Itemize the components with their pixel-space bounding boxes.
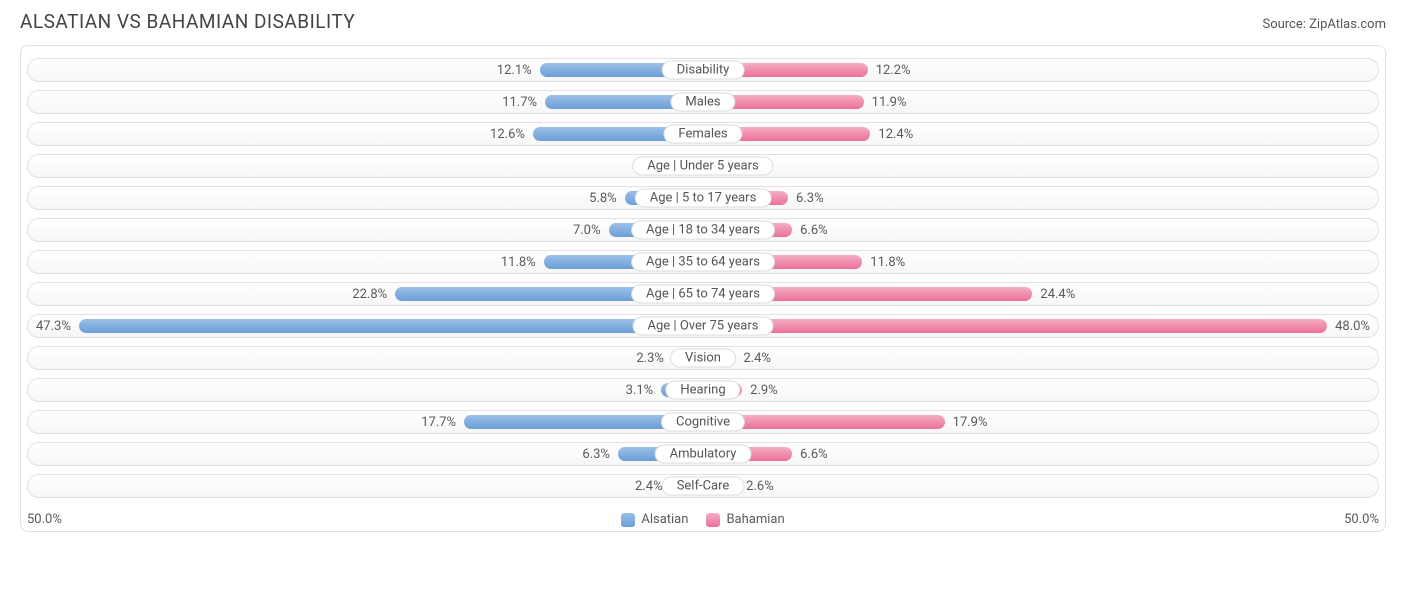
- row-right-value: 2.6%: [738, 479, 782, 494]
- row-right-half: 6.3%: [703, 187, 1378, 209]
- row-right-value: 6.6%: [792, 223, 836, 238]
- row-right-value: 2.9%: [742, 383, 786, 398]
- axis-max-right: 50.0%: [1344, 512, 1379, 527]
- row-right-half: 6.6%: [703, 219, 1378, 241]
- row-left-value: 12.1%: [489, 63, 540, 78]
- row-category-label: Disability: [662, 61, 745, 80]
- row-category-label: Age | 35 to 64 years: [631, 253, 775, 272]
- row-category-label: Age | Under 5 years: [632, 157, 773, 176]
- row-left-half: 11.7%: [28, 91, 703, 113]
- chart-row: 1.2%1.3%Age | Under 5 years: [27, 154, 1379, 178]
- row-left-half: 22.8%: [28, 283, 703, 305]
- legend-item-right: Bahamian: [706, 512, 784, 527]
- row-left-value: 11.8%: [493, 255, 544, 270]
- row-right-half: 17.9%: [703, 411, 1378, 433]
- chart-row: 47.3% 48.0% Age | Over 75 years: [27, 314, 1379, 338]
- row-category-label: Age | 5 to 17 years: [635, 189, 772, 208]
- row-category-label: Age | Over 75 years: [633, 317, 774, 336]
- row-left-bar: [79, 319, 703, 333]
- chart-row: 11.7% 11.9% Males: [27, 90, 1379, 114]
- row-left-half: 2.4%: [28, 475, 703, 497]
- row-left-value: 6.3%: [574, 447, 618, 462]
- row-right-value: 24.4%: [1032, 287, 1083, 302]
- row-right-half: 6.6%: [703, 443, 1378, 465]
- chart-row: 11.8% 11.8% Age | 35 to 64 years: [27, 250, 1379, 274]
- row-left-value: 17.7%: [413, 415, 464, 430]
- row-right-value: 48.0%: [1327, 319, 1378, 334]
- row-right-value: 2.4%: [735, 351, 779, 366]
- row-category-label: Hearing: [665, 381, 740, 400]
- axis-max-left: 50.0%: [27, 512, 62, 527]
- chart-row: 6.3% 6.6% Ambulatory: [27, 442, 1379, 466]
- row-right-value: 12.4%: [870, 127, 921, 142]
- chart-row: 5.8% 6.3% Age | 5 to 17 years: [27, 186, 1379, 210]
- row-left-half: 11.8%: [28, 251, 703, 273]
- chart-row: 7.0% 6.6% Age | 18 to 34 years: [27, 218, 1379, 242]
- row-left-half: 47.3%: [28, 315, 703, 337]
- row-category-label: Self-Care: [662, 477, 745, 496]
- chart-source: Source: ZipAtlas.com: [1262, 17, 1386, 32]
- row-left-half: 12.1%: [28, 59, 703, 81]
- row-left-half: 2.3%: [28, 347, 703, 369]
- row-right-value: 6.3%: [788, 191, 832, 206]
- row-category-label: Vision: [670, 349, 736, 368]
- chart-legend: Alsatian Bahamian: [62, 512, 1344, 527]
- row-left-value: 11.7%: [494, 95, 545, 110]
- legend-label-left: Alsatian: [641, 512, 688, 527]
- row-right-value: 12.2%: [868, 63, 919, 78]
- row-category-label: Females: [663, 125, 742, 144]
- row-left-half: 6.3%: [28, 443, 703, 465]
- row-left-half: 1.2%: [28, 155, 703, 177]
- chart-rows: 12.1% 12.2% Disability 11.7% 11.9% Males 12.6%…: [27, 58, 1379, 498]
- row-right-half: 24.4%: [703, 283, 1378, 305]
- row-left-value: 12.6%: [482, 127, 533, 142]
- row-category-label: Ambulatory: [655, 445, 752, 464]
- chart-row: 2.3% 2.4%Vision: [27, 346, 1379, 370]
- row-right-bar: [703, 319, 1327, 333]
- row-left-half: 3.1%: [28, 379, 703, 401]
- row-right-value: 11.9%: [864, 95, 915, 110]
- row-left-half: 17.7%: [28, 411, 703, 433]
- row-right-value: 17.9%: [945, 415, 996, 430]
- row-right-half: 12.2%: [703, 59, 1378, 81]
- row-left-half: 7.0%: [28, 219, 703, 241]
- row-right-half: 48.0%: [703, 315, 1378, 337]
- row-right-half: 2.9%: [703, 379, 1378, 401]
- row-right-half: 2.6%: [703, 475, 1378, 497]
- row-left-half: 12.6%: [28, 123, 703, 145]
- row-left-value: 22.8%: [344, 287, 395, 302]
- chart-row: 12.6% 12.4% Females: [27, 122, 1379, 146]
- row-category-label: Males: [670, 93, 735, 112]
- row-right-half: 1.3%: [703, 155, 1378, 177]
- row-left-value: 5.8%: [581, 191, 625, 206]
- chart-row: 3.1% 2.9%Hearing: [27, 378, 1379, 402]
- row-left-value: 7.0%: [565, 223, 609, 238]
- row-right-half: 11.9%: [703, 91, 1378, 113]
- row-left-value: 47.3%: [28, 319, 79, 334]
- chart-row: 2.4% 2.6%Self-Care: [27, 474, 1379, 498]
- row-right-value: 6.6%: [792, 447, 836, 462]
- chart-title: ALSATIAN VS BAHAMIAN DISABILITY: [20, 10, 355, 33]
- row-right-half: 12.4%: [703, 123, 1378, 145]
- row-category-label: Age | 65 to 74 years: [631, 285, 775, 304]
- row-left-value: 3.1%: [618, 383, 662, 398]
- row-category-label: Cognitive: [661, 413, 745, 432]
- row-right-value: 11.8%: [862, 255, 913, 270]
- chart-header: ALSATIAN VS BAHAMIAN DISABILITY Source: …: [20, 10, 1386, 45]
- chart-footer: 50.0% Alsatian Bahamian 50.0%: [27, 506, 1379, 527]
- chart-row: 17.7% 17.9% Cognitive: [27, 410, 1379, 434]
- chart-row: 22.8% 24.4% Age | 65 to 74 years: [27, 282, 1379, 306]
- legend-item-left: Alsatian: [621, 512, 688, 527]
- row-left-half: 5.8%: [28, 187, 703, 209]
- row-right-half: 11.8%: [703, 251, 1378, 273]
- row-category-label: Age | 18 to 34 years: [631, 221, 775, 240]
- diverging-bar-chart: 12.1% 12.2% Disability 11.7% 11.9% Males 12.6%…: [20, 45, 1386, 532]
- row-left-value: 2.3%: [628, 351, 672, 366]
- row-right-half: 2.4%: [703, 347, 1378, 369]
- chart-row: 12.1% 12.2% Disability: [27, 58, 1379, 82]
- legend-swatch-right: [706, 513, 720, 527]
- legend-swatch-left: [621, 513, 635, 527]
- legend-label-right: Bahamian: [726, 512, 784, 527]
